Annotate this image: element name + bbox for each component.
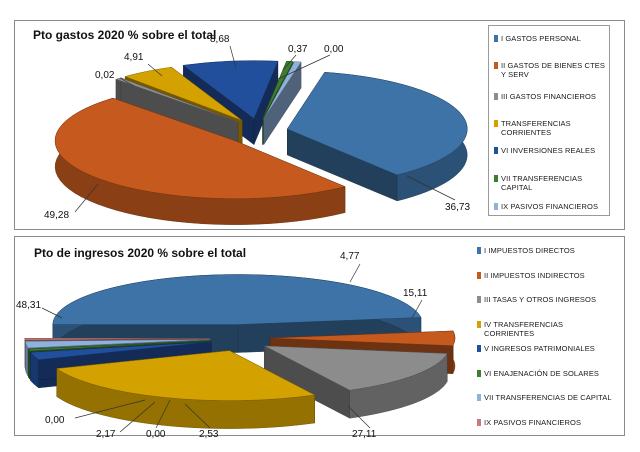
pie-slice-top xyxy=(52,274,422,325)
legend-label: TRANSFERENCIAS CORRIENTES xyxy=(501,119,571,137)
pie-slice-top xyxy=(263,61,302,119)
leader-line xyxy=(74,399,146,419)
ingresos-legend: I IMPUESTOS DIRECTOS II IMPUESTOS INDIREC… xyxy=(472,240,614,430)
leader-line xyxy=(229,45,237,69)
legend-swatch xyxy=(494,35,498,42)
data-label: 2,17 xyxy=(96,429,116,440)
legend-label: VI ENAJENACIÓN DE SOLARES xyxy=(484,368,600,378)
data-label: 2,53 xyxy=(199,429,219,440)
data-label: 8,68 xyxy=(210,34,230,45)
leader-line xyxy=(119,77,135,87)
data-label: 48,31 xyxy=(16,300,41,311)
pie-slice-top xyxy=(115,77,239,123)
data-label: 0,37 xyxy=(288,44,308,55)
legend-swatch xyxy=(477,394,481,401)
data-label: 0,00 xyxy=(45,415,65,426)
data-label: 0,00 xyxy=(324,44,344,55)
legend-label: I IMPUESTOS DIRECTOS xyxy=(484,246,575,255)
pie-slice-top xyxy=(24,338,211,341)
legend-swatch xyxy=(494,120,498,127)
legend-label: VII TRANSFERENCIAS DE CAPITAL xyxy=(484,393,612,402)
legend-label: II IMPUESTOS INDIRECTOS xyxy=(484,270,585,280)
pie-slice-top xyxy=(286,72,468,176)
legend-label: IX PASIVOS FINANCIEROS xyxy=(484,417,582,427)
data-label: 0,02 xyxy=(95,70,115,81)
pie-slice-top xyxy=(29,341,212,361)
leader-line xyxy=(411,299,423,319)
leader-line xyxy=(184,403,211,429)
pie-slice-rim xyxy=(28,348,30,380)
data-label: 49,28 xyxy=(44,210,69,221)
pie-slice-top xyxy=(182,60,279,120)
data-label: 27,11 xyxy=(352,429,377,440)
ingresos-chart-title: Pto de ingresos 2020 % sobre el total xyxy=(34,246,247,260)
pie-slice xyxy=(56,350,316,429)
legend-swatch xyxy=(494,147,498,154)
leader-line xyxy=(74,183,99,213)
legend-swatch xyxy=(494,175,498,182)
leader-line xyxy=(41,307,63,319)
legend-swatch xyxy=(477,320,481,328)
pie-slice xyxy=(264,345,448,419)
legend-label: V INGRESOS PATRIMONIALES xyxy=(484,344,595,353)
legend-label: VI INVERSIONES REALES xyxy=(501,146,596,155)
pie-group: 48,31 4,77 15,11 27,11 2,53 0,00 2,17 0,00 xyxy=(16,251,456,440)
legend-swatch xyxy=(477,369,481,377)
legend-swatch xyxy=(494,203,498,210)
legend-label: III GASTOS FINANCIEROS xyxy=(501,92,596,101)
pie-slice-top xyxy=(25,339,211,349)
leader-line xyxy=(275,54,331,81)
leader-line xyxy=(406,175,456,201)
legend-swatch xyxy=(477,345,481,352)
pie-slice xyxy=(115,77,239,149)
legend-label: II GASTOS DE BIENES CTES Y SERV xyxy=(501,61,605,79)
pie-slice xyxy=(263,61,302,146)
leader-line xyxy=(147,63,163,77)
gastos-chart-title: Pto gastos 2020 % sobre el total xyxy=(33,28,217,42)
pie-slice-top xyxy=(269,330,456,346)
pie-slice-top xyxy=(27,340,211,352)
data-label: 4,77 xyxy=(340,251,360,262)
pie-slice-top xyxy=(264,345,448,391)
pie-slice-top xyxy=(54,97,346,199)
legend-label: VII TRANSFERENCIAS CAPITAL xyxy=(501,174,583,192)
legend-label: I GASTOS PERSONAL xyxy=(501,34,581,43)
data-label: 36,73 xyxy=(445,202,470,213)
legend-label: IV TRANSFERENCIAS CORRIENTES xyxy=(484,319,564,338)
pie-group: 36,73 49,28 0,02 4,91 8,68 0,37 0,00 xyxy=(44,34,470,225)
data-label: 4,91 xyxy=(124,52,144,63)
gastos-legend: I GASTOS PERSONAL II GASTOS DE BIENES CTE… xyxy=(488,25,610,216)
legend-swatch xyxy=(477,247,481,254)
leader-line xyxy=(347,405,371,429)
legend-label: IX PASIVOS FINANCIEROS xyxy=(501,202,599,211)
legend-swatch xyxy=(477,271,481,279)
legend-swatch xyxy=(494,93,498,100)
legend-swatch xyxy=(494,62,498,69)
pie-slice xyxy=(54,97,346,225)
legend-swatch xyxy=(477,296,481,303)
pie-slice xyxy=(286,71,468,202)
legend-swatch xyxy=(477,418,481,426)
leader-line xyxy=(282,54,297,71)
leader-line xyxy=(155,399,171,429)
legend-label: III TASAS Y OTROS INGRESOS xyxy=(484,295,597,304)
data-label: 0,00 xyxy=(146,429,166,440)
leader-line xyxy=(119,401,156,433)
pie-slice-top xyxy=(56,350,316,401)
leader-line xyxy=(349,263,361,283)
pie-slice-top xyxy=(124,66,243,121)
data-label: 15,11 xyxy=(403,288,428,299)
